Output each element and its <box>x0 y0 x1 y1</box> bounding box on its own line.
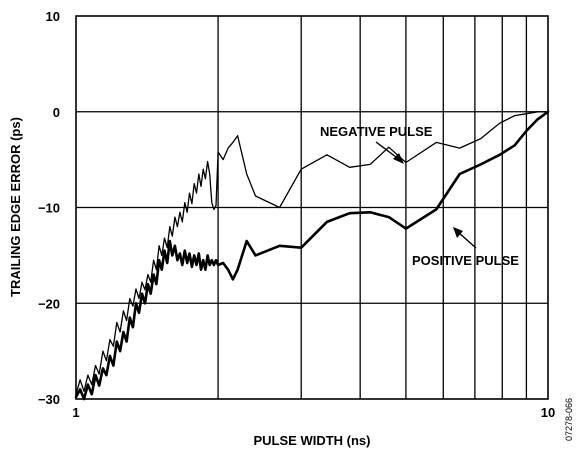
annotation-layer: NEGATIVE PULSE POSITIVE PULSE <box>320 124 519 268</box>
positive-pulse-label: POSITIVE PULSE <box>412 253 519 268</box>
figure-id: 07278-066 <box>564 398 574 441</box>
tick-labels: 10 0 −10 −20 −30 1 10 <box>38 9 555 420</box>
plot-frame <box>75 15 549 400</box>
y-tick-label: −20 <box>38 296 60 311</box>
series-layer <box>74 110 550 401</box>
y-tick-label: 10 <box>46 9 60 24</box>
negative-pulse-label: NEGATIVE PULSE <box>320 124 433 139</box>
x-tick-label: 10 <box>541 405 555 420</box>
positive-pulse-arrow-line <box>457 231 477 249</box>
y-tick-label: 0 <box>53 105 60 120</box>
positive-pulse-arrowhead <box>453 227 463 238</box>
negative-pulse-arrowhead <box>393 153 404 164</box>
x-axis-label: PULSE WIDTH (ns) <box>254 433 371 448</box>
x-tick-label: 1 <box>72 405 79 420</box>
negative-pulse-line <box>75 111 549 395</box>
y-tick-label: −10 <box>38 201 60 216</box>
grid <box>76 16 548 399</box>
positive-pulse-line <box>74 110 550 401</box>
y-axis-label: TRAILING EDGE ERROR (ps) <box>8 117 23 297</box>
y-tick-label: −30 <box>38 392 60 407</box>
